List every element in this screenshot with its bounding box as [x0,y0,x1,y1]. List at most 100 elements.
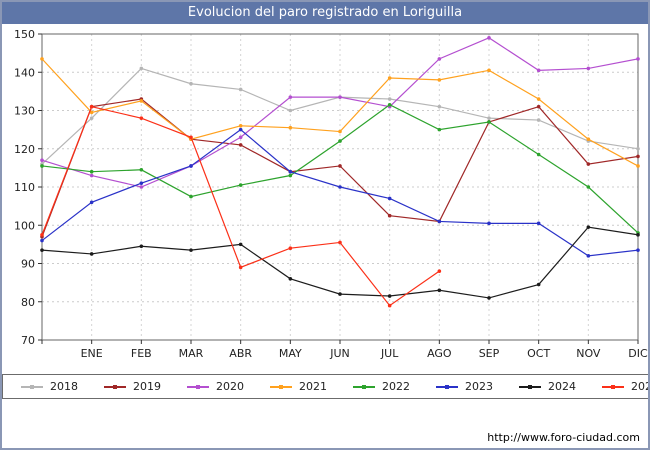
data-point [238,135,243,140]
series-line-2024 [41,226,639,299]
data-point [487,116,491,120]
series-2021 [40,57,640,168]
x-tick-label: ENE [81,347,103,360]
legend-swatch-2023 [436,384,458,389]
foro-ciudad-link[interactable]: http://www.foro-ciudad.com [487,431,640,444]
legend-marker-icon [362,384,366,389]
data-point [387,76,392,80]
data-point [238,183,243,187]
data-point [636,233,640,237]
data-point [338,95,342,99]
data-point [288,125,293,130]
data-point [536,282,541,287]
legend-marker-icon [445,384,449,389]
legend-marker-icon [113,384,117,389]
y-tick-label: 140 [14,66,35,79]
data-point [238,87,243,92]
data-point [338,185,342,189]
data-point [89,116,94,120]
title-bar: Evolucion del paro registrado en Lorigui… [2,2,648,24]
legend-label: 2022 [382,380,410,393]
data-point [139,167,144,172]
legend-item-2022: 2022 [353,380,410,393]
data-point [139,185,144,189]
legend-marker-icon [528,384,532,389]
data-point [437,127,442,132]
x-tick-label: ABR [229,347,252,360]
data-point [40,238,44,243]
data-point [487,36,491,40]
data-point [288,95,293,99]
data-point [487,68,491,73]
legend-label: 2018 [50,380,78,393]
data-point [338,164,342,168]
data-point [189,135,193,140]
legend-item-2020: 2020 [187,380,244,393]
data-point [139,66,144,71]
data-point [338,240,342,245]
data-point [338,292,342,296]
data-point [89,104,94,109]
legend-swatch-2024 [519,384,541,389]
y-tick-label: 150 [14,28,35,41]
legend-label: 2025 [631,380,648,393]
legend-swatch-2019 [104,384,126,389]
data-point [536,68,541,73]
footer: http://www.foro-ciudad.com [487,431,640,444]
data-point [586,254,591,258]
data-point [338,129,342,134]
data-point [586,185,591,189]
x-tick-label: JUL [380,347,399,360]
data-point [387,196,392,201]
data-point [89,110,94,115]
x-tick-label: FEB [131,347,152,360]
data-point [238,143,243,147]
data-point [636,248,640,252]
data-point [586,66,591,71]
x-tick-label: MAR [179,347,204,360]
legend-label: 2024 [548,380,576,393]
data-point [636,57,640,61]
data-point [387,97,392,101]
legend-swatch-2022 [353,384,375,389]
data-point [586,162,591,166]
data-point [89,200,94,205]
data-point [288,246,293,250]
legend-item-2019: 2019 [104,380,161,393]
data-point [437,219,442,224]
legend-swatch-2021 [270,384,292,389]
y-tick-label: 120 [14,143,35,156]
data-point [487,221,491,226]
legend-marker-icon [279,384,283,389]
y-axis-labels: 70 80 90 100 110 120 130 140 150 [14,28,35,347]
y-tick-label: 100 [14,219,35,232]
y-tick-label: 70 [21,334,35,347]
legend-label: 2020 [216,380,244,393]
gridlines [42,34,638,340]
data-point [586,137,591,141]
y-tick-label: 130 [14,105,35,118]
data-point [536,118,541,122]
data-point [437,57,442,61]
x-tick-label: NOV [576,347,601,360]
axis-ticks [38,33,639,344]
data-point [536,104,541,109]
series-2024 [40,225,640,300]
data-point [487,296,491,300]
x-tick-label: AGO [427,347,452,360]
data-point [189,164,193,168]
data-point [40,57,44,61]
data-point [238,127,243,132]
data-point [636,164,640,168]
data-point [238,242,243,247]
data-point [338,139,342,143]
legend-marker-icon [611,384,615,389]
data-point [387,294,392,298]
data-point [139,244,144,249]
y-tick-label: 90 [21,258,35,271]
legend-item-2025: 2025 [602,380,648,393]
data-point [487,120,491,124]
y-tick-label: 110 [14,181,35,194]
data-point [437,104,442,109]
series-2022 [40,102,640,235]
